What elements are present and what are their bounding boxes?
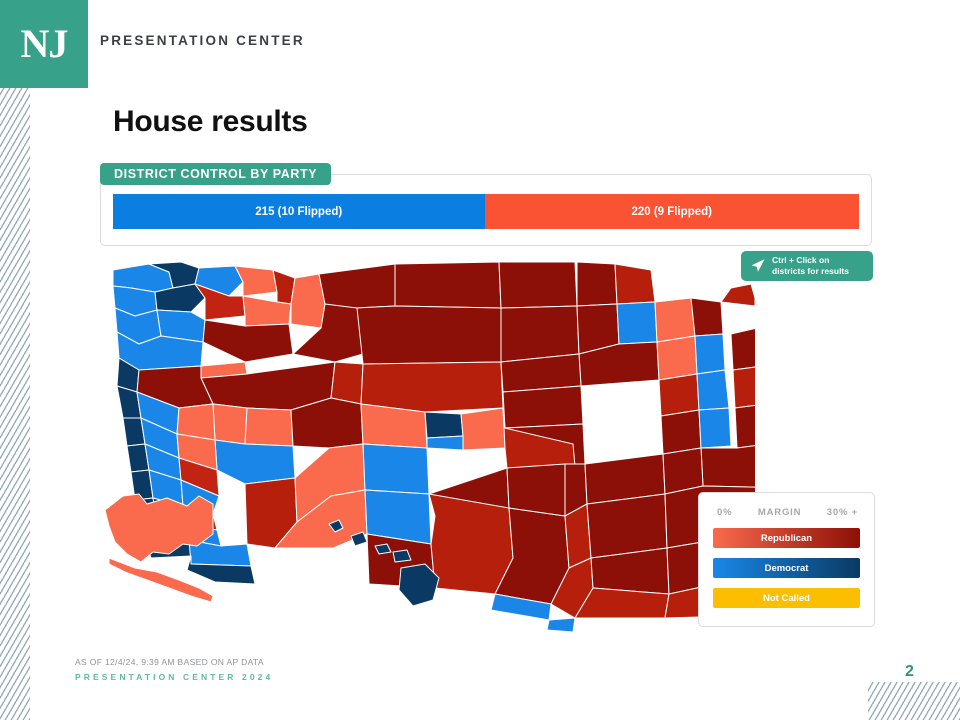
ctrl-hint-line2: districts for results (772, 266, 849, 276)
district-or-02[interactable] (202, 319, 294, 363)
district-mt-01[interactable] (318, 263, 396, 309)
district-control-bar[interactable]: 215 (10 Flipped) 220 (9 Flipped) (113, 194, 859, 229)
district-hi-02[interactable] (398, 563, 440, 607)
district-co-04[interactable] (360, 403, 428, 449)
district-id-01[interactable] (290, 273, 326, 329)
nj-logo-label: NJ (20, 21, 69, 66)
cursor-arrow-icon (748, 256, 768, 276)
district-wy-at-large[interactable] (356, 305, 502, 365)
bar-segment-republican[interactable]: 220 (9 Flipped) (484, 194, 859, 229)
district-mt-02[interactable] (394, 261, 502, 309)
district-ak-aleutians[interactable] (108, 557, 214, 603)
district-co-07[interactable] (460, 407, 506, 451)
ctrl-click-hint[interactable]: Ctrl + Click on districts for results (741, 251, 873, 281)
district-tx-21[interactable] (428, 493, 514, 595)
section-tab-district-control: DISTRICT CONTROL BY PARTY (100, 163, 332, 185)
legend-scale-title: MARGIN (757, 507, 802, 518)
district-ky-01[interactable] (700, 442, 755, 488)
district-hi-oahu[interactable] (350, 531, 368, 547)
district-wi-07[interactable] (654, 297, 696, 343)
district-mi-02[interactable] (730, 327, 755, 371)
legend-row-democrat[interactable]: Democrat (713, 558, 860, 578)
corner-hatch-decoration (868, 682, 960, 720)
ctrl-hint-line1: Ctrl + Click on (772, 254, 830, 265)
page-title: House results (113, 105, 308, 138)
district-wa-07[interactable] (194, 265, 244, 297)
bar-segment-democrat[interactable]: 215 (10 Flipped) (113, 194, 485, 229)
district-in-08[interactable] (734, 404, 755, 449)
legend-row-not-called[interactable]: Not Called (713, 588, 860, 608)
district-tx-13[interactable] (506, 463, 566, 517)
district-ca-51[interactable] (186, 555, 256, 585)
district-ut-01[interactable] (330, 361, 364, 405)
as-of-timestamp: AS OF 12/4/24, 9:39 AM BASED ON AP DATA (75, 657, 264, 667)
brand-title: PRESENTATION CENTER (100, 33, 305, 48)
district-co-03[interactable] (360, 361, 504, 413)
district-il-15[interactable] (660, 409, 702, 455)
district-co-01[interactable] (424, 411, 464, 439)
district-nv-04[interactable] (212, 403, 248, 445)
us-house-district-map[interactable] (95, 258, 755, 638)
district-il-13[interactable] (698, 407, 732, 449)
district-nv-03[interactable] (244, 407, 294, 447)
district-mi-01[interactable] (720, 283, 755, 307)
district-ak-at-large[interactable] (104, 493, 214, 563)
district-tx-05[interactable] (564, 503, 592, 569)
district-mn-07[interactable] (576, 261, 618, 307)
district-in-02[interactable] (732, 366, 755, 409)
district-mn-05[interactable] (616, 301, 658, 345)
left-hatch-decoration (0, 85, 30, 720)
ctrl-click-hint-text: Ctrl + Click on districts for results (772, 255, 849, 277)
nj-logo-icon: NJ (0, 0, 88, 88)
footer-brand: PRESENTATION CENTER 2024 (75, 672, 274, 682)
district-wi-03[interactable] (656, 335, 698, 381)
district-hi-maui[interactable] (392, 549, 412, 563)
district-nv-01[interactable] (214, 439, 296, 485)
map-legend: 0% MARGIN 30% + Republican Democrat Not … (698, 492, 875, 627)
district-nd-at-large[interactable] (498, 261, 578, 309)
map-svg[interactable] (95, 258, 755, 638)
district-nm-03[interactable] (362, 443, 430, 495)
district-sd-at-large[interactable] (500, 305, 580, 363)
district-ar-04[interactable] (586, 493, 668, 559)
page-number: 2 (905, 663, 914, 680)
legend-margin-scale: 0% MARGIN 30% + (713, 507, 860, 518)
district-tx-34[interactable] (546, 617, 576, 633)
district-wi-02[interactable] (694, 333, 726, 375)
district-mn-08[interactable] (614, 263, 656, 305)
district-hi-kauai[interactable] (328, 519, 344, 533)
district-ks-01[interactable] (502, 385, 584, 429)
district-il-16[interactable] (658, 373, 700, 417)
district-wa-04[interactable] (234, 265, 278, 297)
legend-row-republican[interactable]: Republican (713, 528, 860, 548)
legend-scale-max: 30% + (826, 507, 858, 518)
district-il-09[interactable] (696, 369, 730, 411)
legend-scale-min: 0% (717, 507, 733, 518)
district-co-06[interactable] (426, 435, 464, 451)
district-wi-08[interactable] (690, 297, 724, 337)
district-hi-molokai[interactable] (374, 543, 392, 555)
